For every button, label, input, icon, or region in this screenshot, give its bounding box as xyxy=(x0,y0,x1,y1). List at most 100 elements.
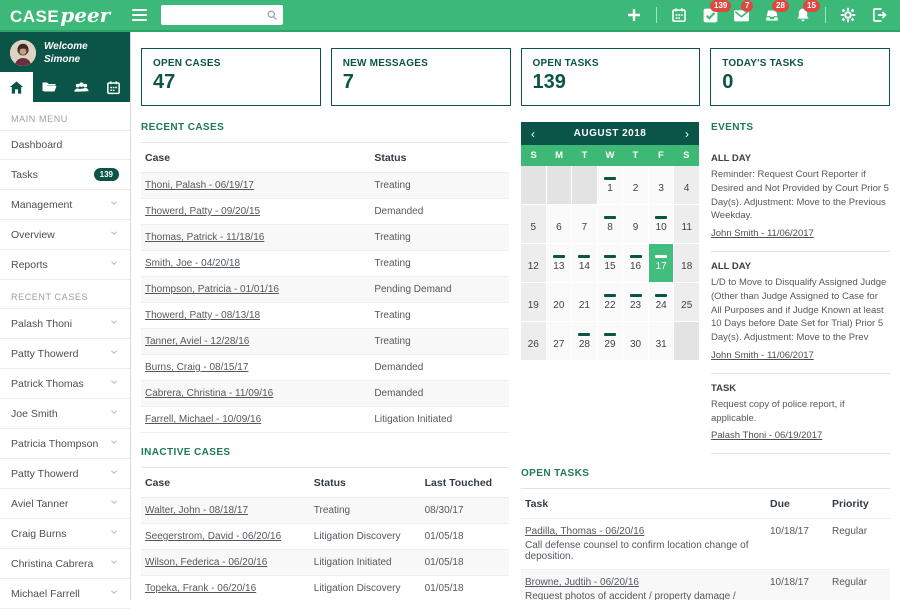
calendar-day-27[interactable]: 27 xyxy=(546,322,572,360)
inbox-icon[interactable]: 28 xyxy=(763,0,789,24)
calendar-day-21[interactable]: 21 xyxy=(572,283,597,321)
stat-card-open-tasks[interactable]: OPEN TASKS 139 xyxy=(520,48,701,106)
notifications-bell-icon[interactable]: 15 xyxy=(794,0,820,24)
case-link[interactable]: Thowerd, Patty - 09/20/15 xyxy=(145,206,261,217)
sidebar-item-reports[interactable]: Reports xyxy=(0,250,130,280)
stat-card-label: TODAY'S TASKS xyxy=(722,58,804,69)
tab-home[interactable] xyxy=(0,72,33,102)
sidebar-recent-case[interactable]: Aviel Tanner xyxy=(0,489,130,519)
calendar-day-31[interactable]: 31 xyxy=(648,322,674,360)
event-case-link[interactable]: John Smith - 11/06/2017 xyxy=(711,228,814,240)
sidebar-recent-case[interactable]: Patrick Thomas xyxy=(0,369,130,399)
calendar-prev-icon[interactable]: ‹ xyxy=(531,126,535,141)
tab-calendar[interactable] xyxy=(98,72,131,102)
status-cell: Litigation Initiated xyxy=(309,549,421,576)
topbar-actions: 139 7 28 15 xyxy=(625,0,888,24)
calendar-day-28[interactable]: 28 xyxy=(572,322,597,360)
case-link[interactable]: Thowerd, Patty - 08/13/18 xyxy=(145,310,261,321)
calendar-day-11[interactable]: 11 xyxy=(674,205,699,243)
stat-card-new-messages[interactable]: NEW MESSAGES 7 xyxy=(330,48,511,106)
case-link[interactable]: Burns, Craig - 08/15/17 xyxy=(145,362,249,373)
calendar-day-29[interactable]: 29 xyxy=(597,322,623,360)
calendar-icon[interactable] xyxy=(670,6,688,24)
case-link[interactable]: Farrell, Michael - 10/09/16 xyxy=(145,414,262,425)
calendar-day-26[interactable]: 26 xyxy=(521,322,546,360)
calendar-day-2[interactable]: 2 xyxy=(623,166,648,204)
calendar-day-25[interactable]: 25 xyxy=(674,283,699,321)
calendar-day-23[interactable]: 23 xyxy=(623,283,648,321)
sidebar-item-management[interactable]: Management xyxy=(0,190,130,220)
stat-card-today-s-tasks[interactable]: TODAY'S TASKS 0 xyxy=(710,48,890,106)
events-title: EVENTS xyxy=(711,122,754,133)
case-link[interactable]: Tanner, Aviel - 12/28/16 xyxy=(145,336,250,347)
sidebar-recent-case[interactable]: Michael Farrell xyxy=(0,579,130,609)
sidebar-recent-case[interactable]: Joe Smith xyxy=(0,399,130,429)
calendar-day-9[interactable]: 9 xyxy=(623,205,648,243)
tab-cases-folder[interactable] xyxy=(33,72,66,102)
calendar-day-22[interactable]: 22 xyxy=(597,283,623,321)
case-link[interactable]: Cabrera, Christina - 11/09/16 xyxy=(145,388,274,399)
calendar-next-icon[interactable]: › xyxy=(685,126,689,141)
sidebar-recent-case[interactable]: Patty Thowerd xyxy=(0,339,130,369)
task-case-link[interactable]: Browne, Judtih - 06/20/16 xyxy=(525,577,639,589)
sidebar-recent-case[interactable]: Craig Burns xyxy=(0,519,130,549)
case-link[interactable]: Thompson, Patricia - 01/01/16 xyxy=(145,284,279,295)
messages-icon[interactable]: 7 xyxy=(732,0,754,24)
sidebar-recent-case[interactable]: Christina Cabrera xyxy=(0,549,130,579)
add-new-button[interactable] xyxy=(625,6,643,24)
case-cell: Cabrera, Christina - 11/09/16 xyxy=(141,380,371,407)
task-case-link[interactable]: Padilla, Thomas - 06/20/16 xyxy=(525,526,645,538)
stat-card-open-cases[interactable]: OPEN CASES 47 xyxy=(141,48,321,106)
sidebar-tasks-badge: 139 xyxy=(93,168,119,181)
calendar-day-24[interactable]: 24 xyxy=(648,283,674,321)
search-container xyxy=(161,5,284,26)
logout-icon[interactable] xyxy=(870,6,888,24)
calendar-day-17[interactable]: 17 xyxy=(648,244,674,282)
case-link[interactable]: Walter, John - 08/18/17 xyxy=(145,505,249,516)
calendar-day-8[interactable]: 8 xyxy=(597,205,623,243)
casepeer-logo[interactable]: CASE peer xyxy=(10,3,110,27)
calendar-day-14[interactable]: 14 xyxy=(572,244,597,282)
case-link[interactable]: Topeka, Frank - 06/20/16 xyxy=(145,583,257,594)
calendar-day-number: 2 xyxy=(632,182,639,194)
case-link[interactable]: Seegerstrom, David - 06/20/16 xyxy=(145,531,282,542)
sidebar-recent-case[interactable]: Patricia Thompson xyxy=(0,429,130,459)
event-description: Reminder: Request Court Reporter if Desi… xyxy=(711,169,889,222)
recent-cases-col-status: Status xyxy=(370,143,509,173)
calendar-day-15[interactable]: 15 xyxy=(597,244,623,282)
tab-contacts-users[interactable] xyxy=(65,72,98,102)
sidebar-item-label: Tasks xyxy=(11,168,38,181)
case-link[interactable]: Thoni, Palash - 06/19/17 xyxy=(145,180,254,191)
hamburger-menu-icon[interactable] xyxy=(132,9,148,21)
settings-gear-icon[interactable] xyxy=(839,6,857,24)
calendar-day-10[interactable]: 10 xyxy=(648,205,674,243)
calendar-day-30[interactable]: 30 xyxy=(623,322,648,360)
calendar-day-6[interactable]: 6 xyxy=(546,205,572,243)
event-case-link[interactable]: John Smith - 11/06/2017 xyxy=(711,349,814,361)
calendar-day-3[interactable]: 3 xyxy=(648,166,674,204)
calendar-day-1[interactable]: 1 xyxy=(597,166,623,204)
search-input[interactable] xyxy=(161,5,284,26)
sidebar-recent-case[interactable]: Patty Thowerd xyxy=(0,459,130,489)
calendar-day-20[interactable]: 20 xyxy=(546,283,572,321)
calendar-day-13[interactable]: 13 xyxy=(546,244,572,282)
calendar-day-7[interactable]: 7 xyxy=(572,205,597,243)
calendar-day-18[interactable]: 18 xyxy=(674,244,699,282)
calendar-day-number: 22 xyxy=(604,299,616,311)
event-case-link[interactable]: Palash Thoni - 06/19/2017 xyxy=(711,430,823,442)
calendar-day-4[interactable]: 4 xyxy=(674,166,699,204)
user-avatar[interactable] xyxy=(10,40,36,66)
calendar-day-19[interactable]: 19 xyxy=(521,283,546,321)
calendar-day-16[interactable]: 16 xyxy=(623,244,648,282)
tasks-icon[interactable]: 139 xyxy=(701,0,732,24)
case-link[interactable]: Thomas, Patrick - 11/18/16 xyxy=(145,232,265,243)
sidebar-recent-case[interactable]: Palash Thoni xyxy=(0,309,130,339)
sidebar-item-overview[interactable]: Overview xyxy=(0,220,130,250)
calendar-day-5[interactable]: 5 xyxy=(521,205,546,243)
sidebar-item-dashboard[interactable]: Dashboard xyxy=(0,131,130,160)
case-link[interactable]: Smith, Joe - 04/20/18 xyxy=(145,258,241,269)
calendar-day-12[interactable]: 12 xyxy=(521,244,546,282)
case-link[interactable]: Wilson, Federica - 06/20/16 xyxy=(145,557,268,568)
sidebar-item-tasks[interactable]: Tasks 139 xyxy=(0,160,130,190)
